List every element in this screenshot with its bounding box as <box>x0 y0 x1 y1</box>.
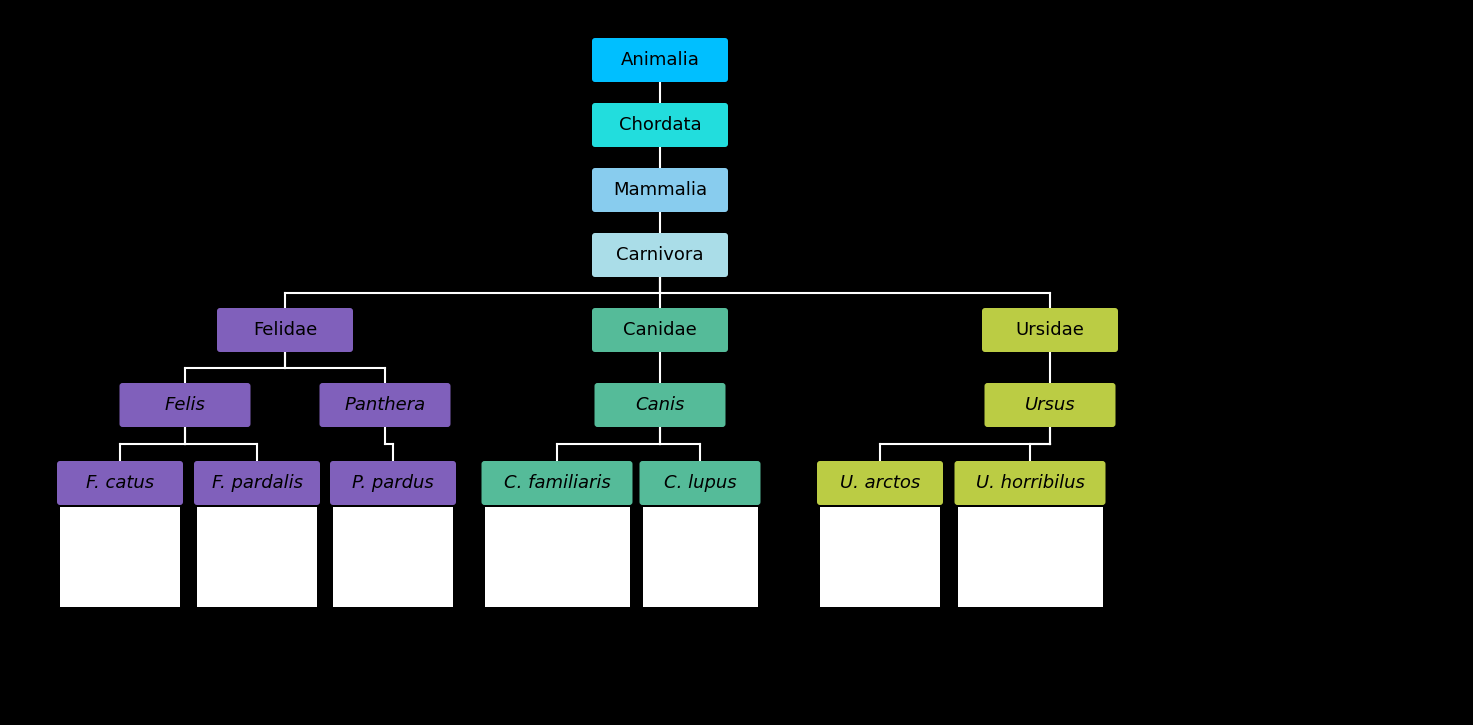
Text: Animalia: Animalia <box>620 51 700 69</box>
Text: F. catus: F. catus <box>85 474 155 492</box>
Text: Chordata: Chordata <box>619 116 701 134</box>
Text: U. arctos: U. arctos <box>840 474 921 492</box>
Text: C. familiaris: C. familiaris <box>504 474 610 492</box>
FancyBboxPatch shape <box>592 38 728 82</box>
Text: Panthera: Panthera <box>345 396 426 414</box>
FancyBboxPatch shape <box>320 383 451 427</box>
Text: Carnivora: Carnivora <box>616 246 704 264</box>
FancyBboxPatch shape <box>330 461 457 505</box>
FancyBboxPatch shape <box>217 308 354 352</box>
FancyBboxPatch shape <box>482 461 632 505</box>
FancyBboxPatch shape <box>194 461 320 505</box>
FancyBboxPatch shape <box>957 507 1102 607</box>
Text: U. horribilus: U. horribilus <box>975 474 1084 492</box>
FancyBboxPatch shape <box>955 461 1106 505</box>
Text: Mammalia: Mammalia <box>613 181 707 199</box>
FancyBboxPatch shape <box>820 507 940 607</box>
Text: Ursus: Ursus <box>1025 396 1075 414</box>
Text: Ursidae: Ursidae <box>1015 321 1084 339</box>
Text: Felis: Felis <box>165 396 205 414</box>
FancyBboxPatch shape <box>595 383 726 427</box>
FancyBboxPatch shape <box>592 233 728 277</box>
FancyBboxPatch shape <box>60 507 180 607</box>
Text: Canis: Canis <box>635 396 685 414</box>
Text: Felidae: Felidae <box>253 321 317 339</box>
Text: Canidae: Canidae <box>623 321 697 339</box>
FancyBboxPatch shape <box>639 461 760 505</box>
FancyBboxPatch shape <box>818 461 943 505</box>
FancyBboxPatch shape <box>197 507 317 607</box>
FancyBboxPatch shape <box>333 507 454 607</box>
FancyBboxPatch shape <box>57 461 183 505</box>
Text: P. pardus: P. pardus <box>352 474 435 492</box>
FancyBboxPatch shape <box>982 308 1118 352</box>
FancyBboxPatch shape <box>485 507 629 607</box>
FancyBboxPatch shape <box>592 308 728 352</box>
FancyBboxPatch shape <box>984 383 1115 427</box>
Text: C. lupus: C. lupus <box>664 474 736 492</box>
FancyBboxPatch shape <box>592 168 728 212</box>
FancyBboxPatch shape <box>119 383 250 427</box>
Text: F. pardalis: F. pardalis <box>212 474 302 492</box>
FancyBboxPatch shape <box>642 507 757 607</box>
FancyBboxPatch shape <box>592 103 728 147</box>
